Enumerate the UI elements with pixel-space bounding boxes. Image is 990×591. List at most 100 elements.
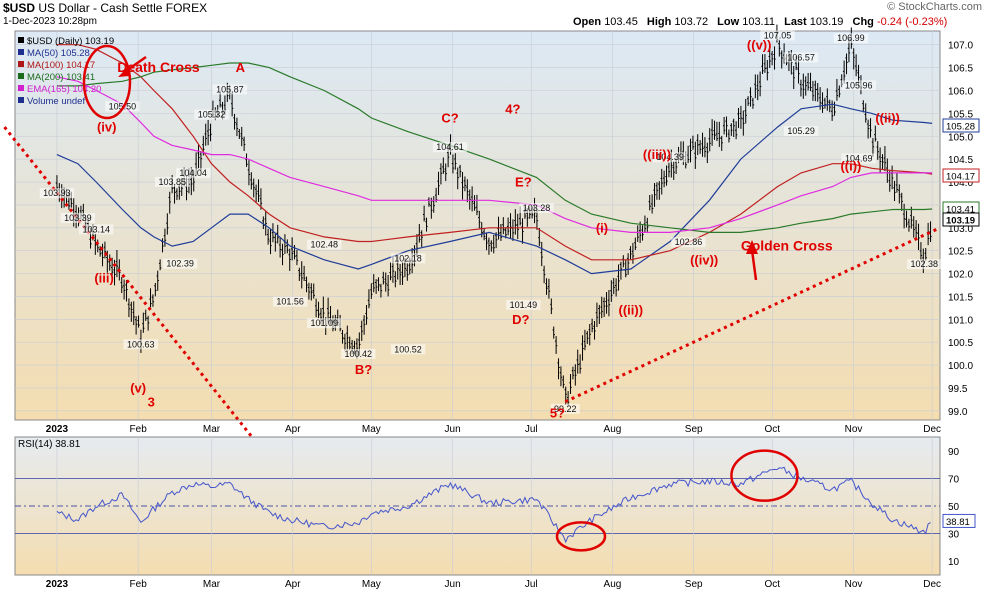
price-bar	[701, 132, 704, 157]
price-y-tick-label: 103.0	[948, 224, 973, 235]
wave-label: D?	[512, 312, 529, 327]
price-plot-area	[14, 30, 941, 421]
price-bar	[799, 79, 803, 97]
price-bar	[432, 196, 435, 213]
golden-cross-label: Golden Cross	[741, 238, 833, 254]
rsi-line	[56, 466, 931, 544]
price-bar	[442, 157, 445, 174]
price-bar	[780, 50, 783, 69]
rsi-panel: 90 70 50 30 10 2023 Feb Mar Apr May Jun Jul Aug Sep Oc…	[14, 436, 976, 590]
price-bar	[550, 298, 553, 315]
price-y-tick-label: 102.0	[948, 270, 973, 281]
price-bar	[703, 137, 707, 158]
price-right-tag-label: 103.41	[946, 205, 975, 216]
price-right-tag-label: 105.28	[946, 122, 975, 133]
ema165-line	[56, 76, 933, 233]
price-label-bg	[519, 202, 554, 213]
price-label-bg	[155, 176, 190, 187]
price-bar	[262, 216, 265, 230]
price-bar	[305, 276, 308, 293]
price-bar	[605, 292, 608, 314]
price-bar	[590, 318, 594, 333]
price-bar	[910, 206, 913, 229]
price-label: 103.39	[64, 213, 92, 223]
price-label: 102.86	[675, 237, 703, 247]
wave-label: ((ii))	[875, 111, 900, 126]
price-bar	[266, 228, 270, 245]
rsi-x-tick-label: Apr	[285, 579, 301, 590]
price-bar	[562, 375, 565, 389]
price-bar	[451, 154, 455, 174]
price-y-tick-label: 99.5	[948, 384, 968, 395]
price-bar	[257, 179, 260, 202]
ma100-line	[56, 44, 933, 261]
rsi-y-tick-label: 30	[948, 530, 960, 541]
uptrend-line	[564, 226, 941, 404]
price-bar	[206, 119, 210, 146]
price-right-tag	[942, 212, 980, 227]
wave-label: ((i))	[840, 159, 861, 174]
price-bar	[154, 282, 157, 297]
price-label: 102.39	[166, 259, 194, 269]
price-bar	[146, 315, 150, 331]
price-bar	[398, 263, 402, 285]
price-bar	[130, 301, 133, 322]
price-label-bg	[652, 152, 688, 163]
price-label: 104.69	[845, 153, 873, 163]
price-bar	[600, 296, 603, 319]
price-bar	[348, 336, 351, 351]
price-bar	[876, 141, 879, 160]
price-label: 105.50	[109, 101, 137, 111]
price-bar	[382, 271, 385, 285]
price-bar	[672, 161, 675, 180]
price-bar	[120, 277, 123, 294]
price-bar	[365, 304, 368, 325]
price-label: 107.05	[764, 30, 792, 40]
price-y-tick-label: 101.5	[948, 292, 973, 303]
price-bar	[302, 265, 306, 281]
price-label: 100.63	[127, 339, 155, 349]
legend-swatch	[18, 73, 24, 79]
rsi-x-tick-label: Dec	[923, 579, 941, 590]
price-bar	[514, 209, 517, 235]
price-bar	[919, 242, 923, 261]
price-bar	[269, 229, 272, 255]
price-bar	[835, 78, 839, 101]
price-bar	[372, 274, 375, 293]
wave-label: ((ii))	[619, 303, 644, 318]
price-bar	[883, 146, 887, 172]
price-bar	[718, 121, 721, 147]
price-bar	[406, 263, 409, 281]
price-bar	[470, 186, 474, 212]
price-bar	[554, 336, 558, 354]
price-bar	[754, 74, 757, 99]
price-bar	[276, 224, 279, 244]
price-bar	[343, 333, 347, 351]
price-bar	[900, 192, 903, 211]
price-right-tag	[942, 118, 980, 133]
golden-cross-arrowhead	[746, 240, 758, 254]
price-right-tag	[942, 168, 980, 183]
rsi-y-tick-label: 50	[948, 502, 960, 513]
price-bar	[108, 254, 111, 271]
price-bar	[151, 294, 155, 307]
price-bar	[598, 304, 601, 325]
price-x-tick-label: Oct	[765, 424, 781, 435]
price-bar	[490, 240, 493, 252]
price-bar	[125, 280, 128, 302]
price-panel: 107.0106.5106.0105.5105.0104.5104.0103.5…	[3, 24, 980, 476]
price-bar	[264, 210, 267, 236]
price-bar	[492, 235, 495, 254]
price-bar	[586, 331, 589, 344]
price-bar	[252, 178, 255, 198]
price-bar	[706, 142, 709, 164]
price-x-tick-label: May	[362, 424, 381, 435]
price-bar	[454, 153, 457, 170]
price-x-tick-label: Mar	[203, 424, 221, 435]
price-bar	[881, 154, 884, 170]
price-label: 104.04	[179, 168, 207, 178]
legend-swatch	[18, 97, 24, 103]
price-bar	[655, 182, 659, 200]
rsi-x-tick-label: Nov	[845, 579, 863, 590]
price-bar	[828, 99, 831, 113]
